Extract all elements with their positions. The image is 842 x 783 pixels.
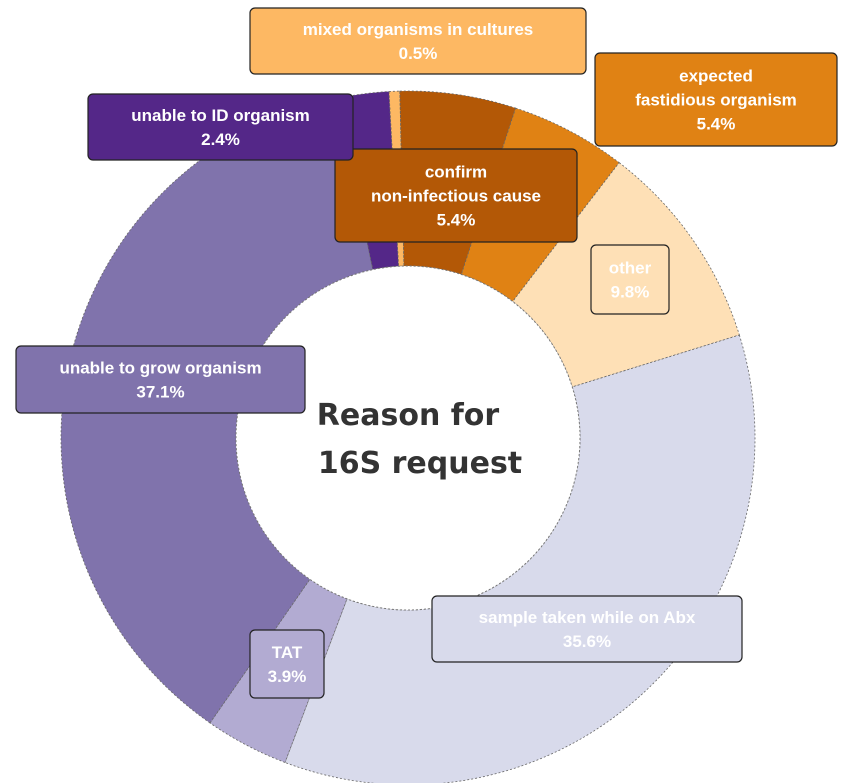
slice-name-id: unable to ID organism xyxy=(131,106,310,125)
slice-label-mixed: mixed organisms in cultures 0.5% xyxy=(249,7,587,75)
slice-percent-abx: 35.6% xyxy=(563,632,611,651)
slice-label-id: unable to ID organism 2.4% xyxy=(87,93,354,161)
slice-name-fastidious: expected xyxy=(679,67,753,86)
slice-label-confirm: confirm non-infectious cause 5.4% xyxy=(334,148,578,243)
donut-hole-border xyxy=(235,265,581,611)
slice-percent-confirm: 5.4% xyxy=(437,211,476,230)
slice-label-abx: sample taken while on Abx 35.6% xyxy=(431,595,743,663)
slice-name-tat: TAT xyxy=(272,643,303,662)
slice-label-tat: TAT 3.9% xyxy=(249,629,325,699)
slice-label-box-grow xyxy=(15,345,306,414)
slice-percent-grow: 37.1% xyxy=(136,383,184,402)
slice-percent-fastidious: 5.4% xyxy=(697,115,736,134)
slice-label-other: other 9.8% xyxy=(590,244,670,315)
slice-percent-mixed: 0.5% xyxy=(399,44,438,63)
slice-label-box-tat xyxy=(249,629,325,699)
slice-label-fastidious: expected fastidious organism 5.4% xyxy=(594,52,838,147)
slice-label-box-other xyxy=(590,244,670,315)
slice-label-box-abx xyxy=(431,595,743,663)
slice-labels: mixed organisms in cultures 0.5% confirm no… xyxy=(15,7,838,699)
slice-name-confirm: confirm xyxy=(425,163,487,182)
chart-title-line-2: 16S request xyxy=(318,446,522,481)
slice-label-box-id xyxy=(87,93,354,161)
slice-label-grow: unable to grow organism 37.1% xyxy=(15,345,306,414)
slice-label-box-fastidious xyxy=(594,52,838,147)
slice-label-box-mixed xyxy=(249,7,587,75)
slice-name-confirm: non-infectious cause xyxy=(371,187,541,206)
slice-name-grow: unable to grow organism xyxy=(59,359,261,378)
slice-name-mixed: mixed organisms in cultures xyxy=(303,20,534,39)
chart-title-line-1: Reason for xyxy=(317,398,500,433)
slice-percent-other: 9.8% xyxy=(611,283,650,302)
slice-percent-tat: 3.9% xyxy=(268,667,307,686)
slice-name-fastidious: fastidious organism xyxy=(635,91,797,110)
slice-percent-id: 2.4% xyxy=(201,130,240,149)
slice-name-other: other xyxy=(609,259,652,278)
slice-label-box-confirm xyxy=(334,148,578,243)
slice-name-abx: sample taken while on Abx xyxy=(479,608,696,627)
